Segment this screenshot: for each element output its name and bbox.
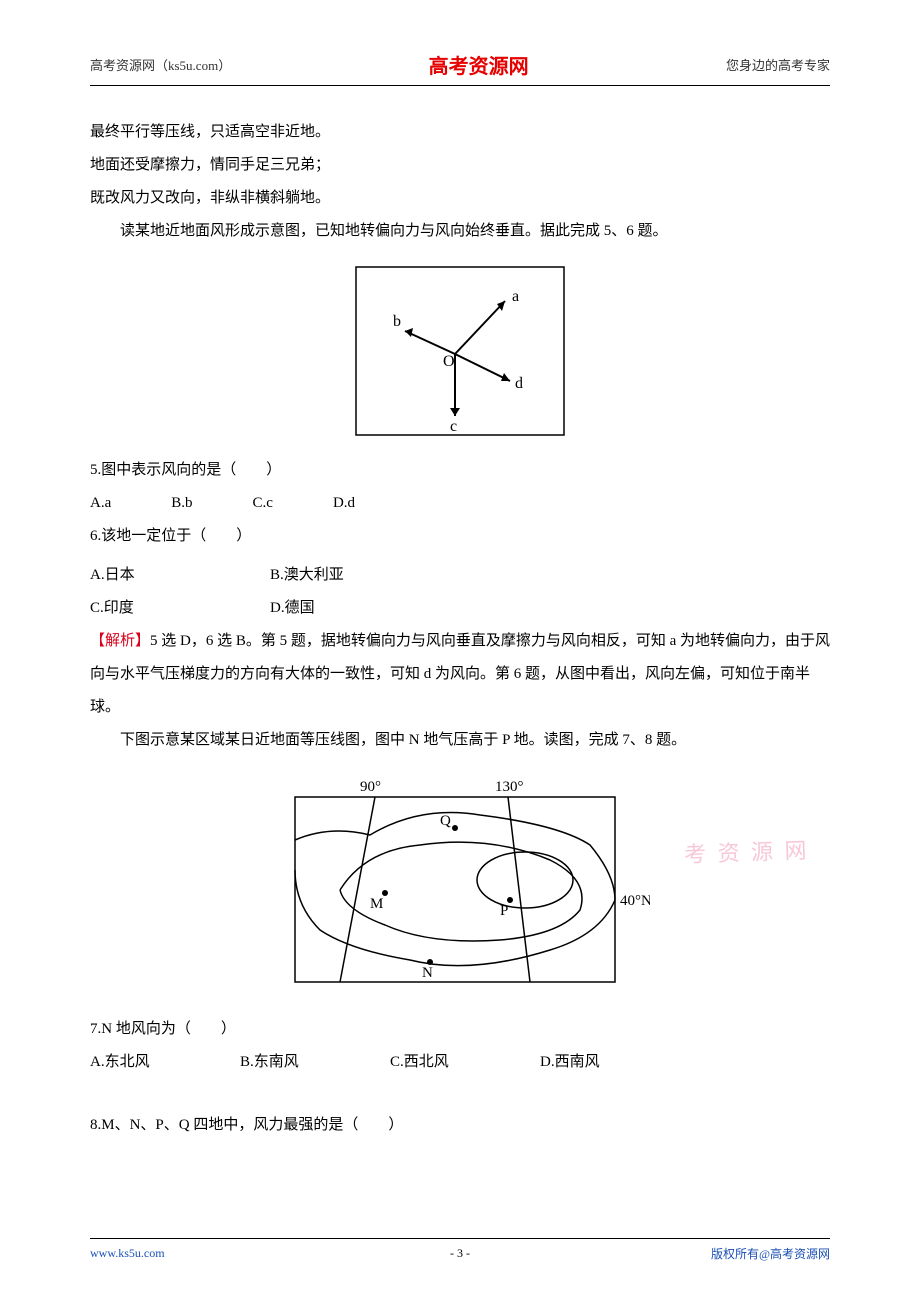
q6-option-c: C.印度 [90, 592, 270, 625]
diagram-2-wrap: 90° 130° 40°N Q M P N [90, 775, 830, 995]
question-setup-1: 读某地近地面风形成示意图，已知地转偏向力与风向始终垂直。据此完成 5、6 题。 [90, 215, 830, 248]
q6-option-a: A.日本 [90, 559, 270, 592]
intro-line-3: 既改风力又改向，非纵非横斜躺地。 [90, 182, 830, 215]
q7-stem: 7.N 地风向为（ ） [90, 1013, 830, 1046]
q5-option-c: C.c [253, 487, 273, 520]
q7-option-a: A.东北风 [90, 1046, 240, 1079]
analysis-1: 【解析】5 选 D，6 选 B。第 5 题，据地转偏向力与风向垂直及摩擦力与风向… [90, 625, 830, 724]
diagram1-label-c: c [450, 418, 457, 435]
q8-stem: 8.M、N、P、Q 四地中，风力最强的是（ ） [90, 1109, 830, 1142]
intro-line-2: 地面还受摩擦力，情同手足三兄弟； [90, 149, 830, 182]
footer-url: www.ks5u.com [90, 1246, 165, 1261]
header-right-text: 您身边的高考专家 [726, 55, 830, 74]
q5-stem: 5.图中表示风向的是（ ） [90, 454, 830, 487]
diagram1-label-b: b [393, 313, 401, 330]
q6-option-b: B.澳大利亚 [270, 559, 450, 592]
page-footer: www.ks5u.com - 3 - 版权所有@高考资源网 [90, 1238, 830, 1262]
diagram1-label-O: O [443, 353, 455, 370]
page-header: 高考资源网（ks5u.com） 高考资源网 您身边的高考专家 [90, 50, 830, 86]
diagram2-lon130: 130° [495, 779, 524, 795]
diagram2-lat40: 40°N [620, 893, 650, 909]
footer-copyright: 版权所有@高考资源网 [711, 1245, 830, 1262]
header-center-title: 高考资源网 [429, 50, 529, 79]
analysis-text: 5 选 D，6 选 B。第 5 题，据地转偏向力与风向垂直及摩擦力与风向相反，可… [90, 633, 830, 715]
document-body: 最终平行等压线，只适高空非近地。 地面还受摩擦力，情同手足三兄弟； 既改风力又改… [90, 116, 830, 1142]
q7-option-b: B.东南风 [240, 1046, 390, 1079]
diagram2-label-N: N [422, 965, 433, 981]
q5-option-d: D.d [333, 487, 355, 520]
isobar-diagram-2: 90° 130° 40°N Q M P N [270, 775, 650, 995]
diagram2-lon90: 90° [360, 779, 381, 795]
q6-stem: 6.该地一定位于（ ） [90, 520, 830, 553]
footer-page-number: - 3 - [450, 1246, 470, 1261]
q7-options: A.东北风 B.东南风 C.西北风 D.西南风 [90, 1046, 830, 1079]
diagram2-label-M: M [370, 896, 383, 912]
diagram1-label-d: d [515, 375, 523, 392]
analysis-label: 【解析】 [90, 633, 150, 649]
diagram2-label-Q: Q [440, 813, 451, 829]
diagram1-label-a: a [512, 288, 519, 305]
diagram2-label-P: P [500, 903, 508, 919]
q5-option-a: A.a [90, 487, 111, 520]
q5-option-b: B.b [171, 487, 192, 520]
q6-options-row2: C.印度 D.德国 [90, 592, 830, 625]
q6-option-d: D.德国 [270, 592, 450, 625]
wind-diagram-1: O a b c d [355, 266, 565, 436]
q6-options: A.日本 B.澳大利亚 [90, 559, 830, 592]
q7-option-d: D.西南风 [540, 1046, 690, 1079]
q5-options: A.a B.b C.c D.d [90, 487, 830, 520]
question-setup-2: 下图示意某区域某日近地面等压线图，图中 N 地气压高于 P 地。读图，完成 7、… [90, 724, 830, 757]
document-page: 高考资源网（ks5u.com） 高考资源网 您身边的高考专家 最终平行等压线，只… [0, 0, 920, 1302]
diagram-1-wrap: O a b c d [90, 266, 830, 436]
intro-line-1: 最终平行等压线，只适高空非近地。 [90, 116, 830, 149]
header-left-text: 高考资源网（ks5u.com） [90, 55, 231, 74]
q7-option-c: C.西北风 [390, 1046, 540, 1079]
